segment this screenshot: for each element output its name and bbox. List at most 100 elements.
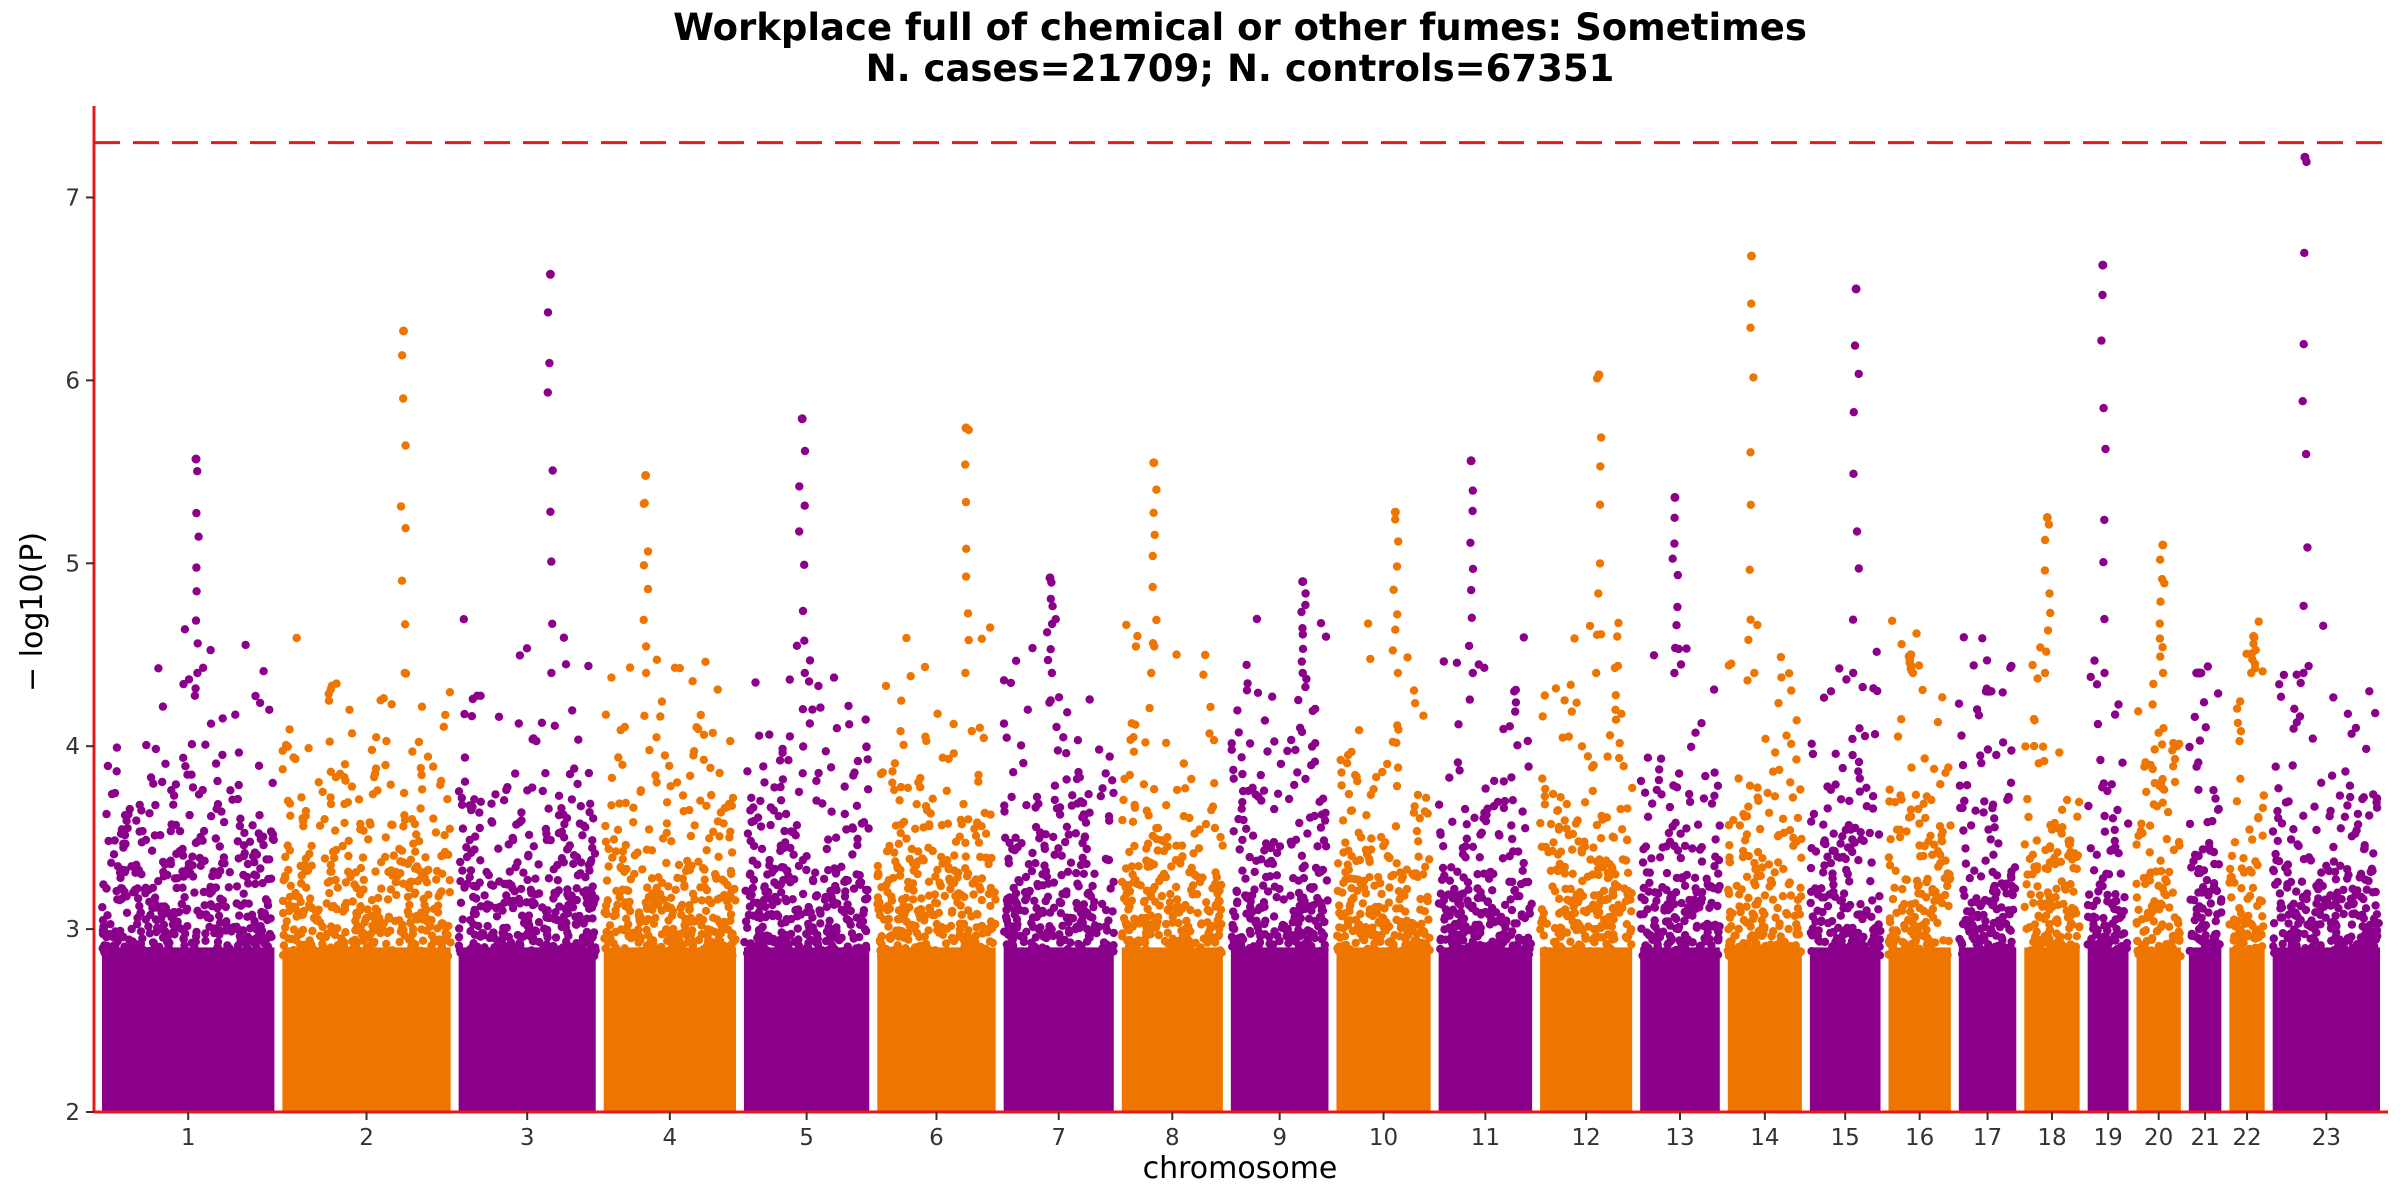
snp-point [296,952,305,961]
snp-point [615,799,624,808]
snp-point [697,896,706,905]
snp-point [112,886,121,896]
snp-point [604,844,613,854]
snp-point [953,898,962,907]
snp-point [103,761,113,771]
snp-point [1082,908,1092,917]
snp-point [2032,836,2042,845]
snp-point [445,688,455,697]
snp-point [1596,462,1605,471]
snp-point [937,820,947,830]
snp-point [828,896,838,906]
snp-point [1965,874,1975,883]
snp-point [1010,846,1019,855]
snp-point [636,786,646,795]
snp-point [286,881,295,890]
snp-point [790,937,799,946]
snp-point [962,544,971,553]
snp-point [1544,848,1553,857]
snp-point [1848,734,1857,744]
snp-point [667,837,676,846]
snp-point [492,912,502,921]
snp-point [293,907,303,916]
snp-point [133,919,142,929]
snp-point [977,634,986,643]
snp-point [2043,888,2052,897]
snp-point [472,945,482,954]
snp-point [643,584,653,594]
snp-point [2028,850,2038,859]
snp-point [1213,915,1223,925]
snp-point [1056,898,1065,907]
snp-point [1508,834,1517,844]
snp-point [2046,821,2055,830]
snp-point [1145,703,1154,713]
snp-point [1450,922,1459,932]
snp-point [392,890,401,900]
snp-point [386,885,396,894]
snp-point [1085,933,1094,942]
snp-point [608,853,617,862]
snp-point [1972,897,1982,907]
snp-point [326,799,336,809]
snp-point [921,732,930,741]
snp-point [321,932,331,942]
snp-point [743,923,752,932]
snp-point [1166,903,1175,913]
snp-point [1228,942,1237,951]
snp-point [370,924,380,933]
snp-point [1337,912,1346,921]
snp-point [1486,867,1495,877]
snp-point [1062,749,1071,758]
snp-point [1758,863,1767,872]
snp-point [725,892,734,901]
snp-point [1730,931,1739,940]
snp-point [925,820,934,829]
snp-point [1900,921,1909,930]
snp-point [1477,828,1487,837]
snp-point [1857,835,1866,844]
snp-point [688,889,698,898]
snp-point [537,718,547,727]
snp-point [161,903,171,913]
snp-point [757,923,767,933]
snp-point [924,877,934,886]
snp-point [1670,668,1679,678]
snp-point [1650,949,1660,958]
snp-point [826,763,836,772]
snp-point [1637,893,1646,902]
snp-point [741,886,750,895]
snp-point [456,877,465,886]
snp-point [852,801,862,810]
snp-point [1836,911,1846,920]
snp-point [110,950,119,959]
snp-point [1291,745,1300,755]
snp-point [1986,835,1995,844]
snp-point [1603,752,1612,761]
snp-point [1974,951,1984,961]
snp-point [1415,814,1425,823]
snp-point [480,891,489,900]
snp-point [1941,768,1950,777]
snp-point [1245,852,1254,862]
snp-point [792,641,802,650]
snp-point [770,783,779,792]
snp-point [1986,925,1996,934]
snp-point [763,947,772,956]
snp-point [1662,842,1671,851]
snp-point [931,872,940,881]
snp-point [1374,872,1383,882]
snp-point [1725,841,1734,850]
snp-point [1298,624,1307,633]
snp-point [708,728,717,738]
snp-point [1615,753,1624,763]
snp-point [1568,845,1577,854]
snp-point [776,782,785,792]
snp-point [381,760,390,770]
snp-point [1961,859,1971,868]
snp-point [1365,909,1374,919]
snp-point [1307,941,1316,951]
snp-point [1395,895,1404,904]
snp-point [1211,900,1221,910]
snp-point [652,778,661,787]
